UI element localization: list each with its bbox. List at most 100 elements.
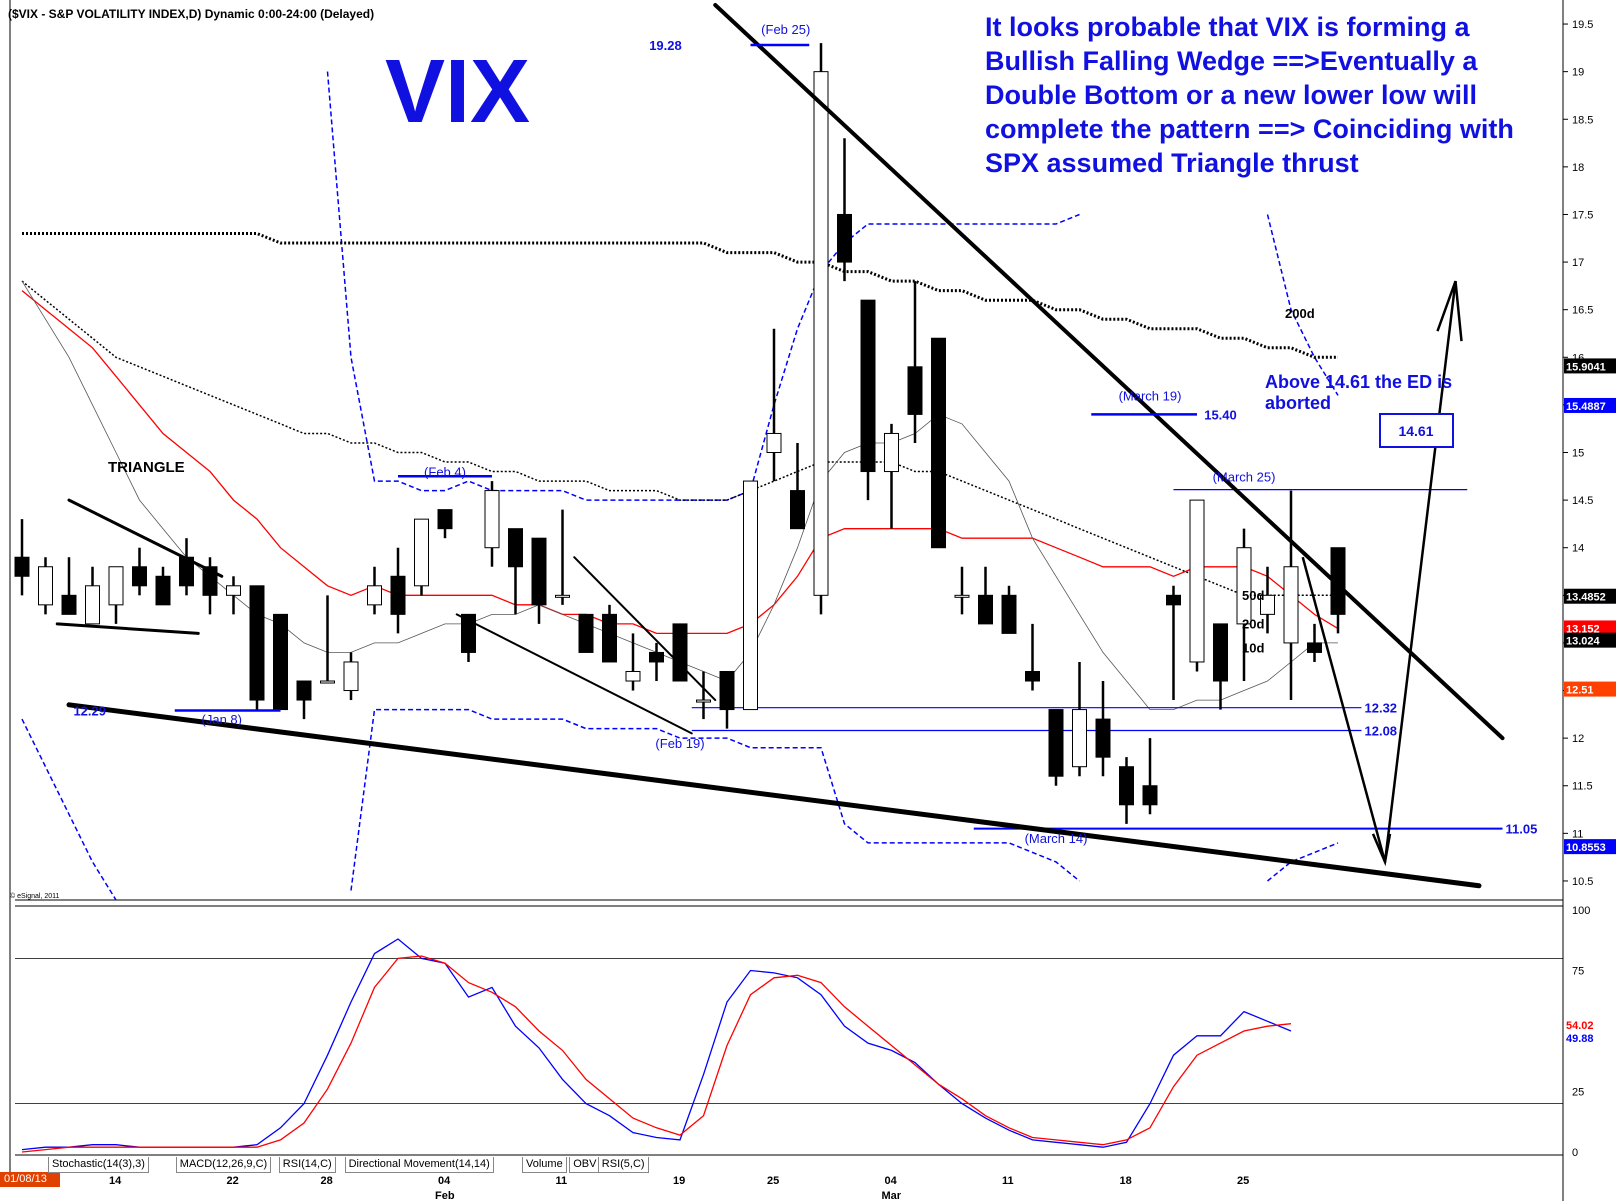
price-tag-label: 15.9041 (1566, 361, 1606, 373)
candle-body (108, 566, 124, 606)
candle-body (1283, 566, 1299, 644)
candle-body (226, 585, 241, 596)
start-date-box: 01/08/13 (0, 1172, 60, 1187)
x-month-label: Feb (435, 1190, 455, 1202)
price-tag (1564, 397, 1616, 413)
x-tick-label: 25 (767, 1175, 780, 1187)
price-tag-label: 10.8553 (1566, 842, 1606, 854)
candle-body (1307, 642, 1322, 653)
stoch-tick-label: 100 (1572, 905, 1590, 917)
candle-body (202, 566, 218, 596)
candle-body (273, 613, 288, 711)
stoch-value-tag (1564, 1018, 1604, 1031)
y-tick-label: 14.5 (1572, 495, 1593, 507)
y-tick-label: 10.5 (1572, 876, 1593, 888)
ma-label-10d: 10d (1242, 640, 1264, 655)
candle-body (907, 366, 923, 415)
price-tag (1564, 839, 1616, 855)
chart-title: ($VIX - S&P VOLATILITY INDEX,D) Dynamic … (8, 7, 374, 21)
candle-body (1166, 594, 1181, 606)
forecast-arrowhead-up (1436, 280, 1463, 342)
y-tick-label: 11 (1572, 828, 1583, 840)
candle-body (1260, 594, 1275, 615)
candle-body (1189, 499, 1205, 663)
candle-body (1213, 623, 1228, 682)
abort-box-value: 14.61 (1398, 423, 1433, 439)
stoch-value-label: 49.88 (1566, 1033, 1594, 1045)
pivot-label: (Feb 4) (424, 465, 466, 480)
x-tick-label: 11 (555, 1175, 568, 1187)
candle-body (978, 594, 993, 625)
price-tag-label: 13.4852 (1566, 592, 1606, 604)
y-tick-label: 16.5 (1572, 305, 1593, 317)
annotation-box: It looks probable that VIX is forming a … (985, 12, 1514, 178)
x-month-label: Mar (881, 1190, 902, 1202)
indicator-tab[interactable]: RSI(5,C) (597, 1157, 649, 1173)
pivot-label: (March 14) (1025, 831, 1088, 846)
x-tick-label: 11 (1002, 1175, 1014, 1187)
candle-body (954, 594, 970, 598)
indicator-tab[interactable]: Volume (522, 1157, 567, 1173)
price-tag (1564, 620, 1616, 636)
candle-body (414, 518, 429, 587)
candle-body (1072, 709, 1087, 768)
y-tick-label: 17 (1572, 257, 1584, 269)
candle-body (1095, 718, 1111, 758)
candle-body (1142, 785, 1158, 806)
y-tick-label: 14 (1572, 543, 1584, 555)
indicator-tab[interactable]: MACD(12,26,9,C) (175, 1157, 272, 1173)
trendline-wedge-upper (713, 3, 1505, 741)
copyright: © eSignal, 2011 (10, 892, 60, 900)
trendline-channel-lower (455, 613, 693, 735)
price-tag-label: 13.024 (1566, 636, 1601, 648)
ma-label-20d: 20d (1242, 617, 1264, 632)
pivot-label: (Feb 19) (655, 736, 704, 751)
abort-box (1379, 413, 1454, 448)
y-tick-label: 11.5 (1572, 781, 1593, 793)
candle-body (367, 585, 382, 606)
candle-body (296, 680, 312, 701)
y-tick-label: 17.5 (1572, 209, 1593, 221)
pivot-label: 15.40 (1204, 407, 1237, 422)
candle-body (508, 528, 523, 568)
candle-body (743, 480, 758, 711)
price-tag-label: 12.51 (1566, 685, 1594, 697)
y-tick-label: 19.5 (1572, 19, 1593, 31)
indicator-tab[interactable]: OBV (569, 1157, 601, 1173)
level-label: 11.05 (1506, 822, 1538, 837)
candle-body (578, 613, 594, 653)
ma-label-200d: 200d (1285, 306, 1315, 321)
y-tick-label: 12 (1572, 733, 1584, 745)
candle-body (602, 613, 617, 663)
indicator-tab[interactable]: RSI(14,C) (278, 1157, 336, 1173)
y-tick-label: 18 (1572, 162, 1584, 174)
trendline-triangle-bottom (55, 622, 200, 635)
big-vix-label: VIX (385, 42, 530, 142)
stoch-tick-label: 75 (1572, 966, 1584, 978)
indicator-tab[interactable]: Stochastic(14(3),3) (48, 1157, 149, 1173)
stoch-series-D (21, 955, 1292, 1153)
abort-note-box: Above 14.61 the ED is aborted (1265, 372, 1452, 413)
candle-body (931, 337, 946, 549)
candle-body (437, 509, 453, 530)
level-label: 12.08 (1365, 724, 1398, 739)
x-tick-label: 28 (320, 1175, 333, 1187)
candle-body (719, 670, 735, 711)
price-tag-label: 13.152 (1566, 623, 1600, 635)
ma-line-bb_lower (21, 708, 1339, 901)
candle-body (837, 213, 852, 263)
candle-body (132, 566, 147, 587)
pivot-label: (March 25) (1213, 469, 1276, 484)
trendline-channel-upper (573, 556, 717, 702)
pivot-label: 19.28 (649, 38, 682, 53)
candle-body (461, 613, 476, 653)
candle-body (649, 651, 664, 663)
price-tag (1564, 632, 1616, 648)
candle-body (696, 699, 711, 703)
indicator-tab[interactable]: Directional Movement(14,14) (344, 1157, 494, 1173)
candle-body (860, 299, 876, 473)
level-label: 12.32 (1365, 701, 1398, 716)
candle-body (672, 623, 688, 682)
candle-body (531, 537, 547, 606)
